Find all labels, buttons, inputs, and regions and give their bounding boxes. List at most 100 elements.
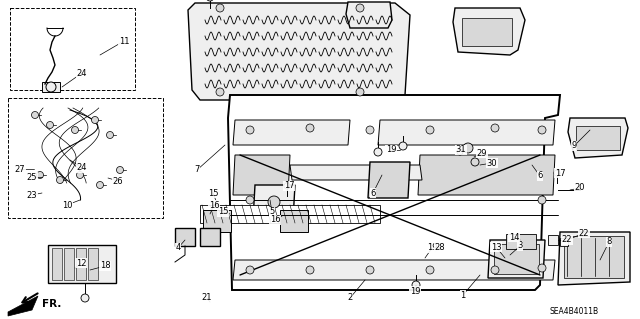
Circle shape [491,124,499,132]
Text: 26: 26 [113,176,124,186]
Circle shape [306,266,314,274]
Circle shape [46,82,56,92]
Circle shape [538,264,546,272]
Text: 12: 12 [76,258,86,268]
Text: 1: 1 [460,291,466,300]
Bar [48,245,116,283]
Circle shape [374,148,382,156]
Text: 19: 19 [410,286,420,295]
Circle shape [366,126,374,134]
Polygon shape [253,185,295,220]
Text: 17: 17 [555,168,565,177]
Polygon shape [233,120,350,145]
Bar [576,126,620,150]
Circle shape [356,88,364,96]
Text: 9: 9 [572,142,577,151]
Text: 24: 24 [77,164,87,173]
Circle shape [412,281,420,289]
Bar [548,235,558,245]
Circle shape [56,176,63,183]
Bar [203,210,231,232]
Text: 7: 7 [195,166,200,174]
Circle shape [106,131,113,138]
Polygon shape [346,2,392,28]
Text: 24: 24 [77,69,87,78]
Circle shape [246,266,254,274]
Circle shape [426,126,434,134]
Bar [8,98,163,218]
Bar [506,234,536,249]
Polygon shape [558,232,630,285]
Bar [280,210,308,232]
Circle shape [471,158,479,166]
Text: 11: 11 [119,36,129,46]
Circle shape [538,126,546,134]
Bar [564,236,624,278]
Polygon shape [453,8,525,55]
Text: 30: 30 [486,159,497,167]
Polygon shape [568,118,628,158]
Text: FR.: FR. [42,299,61,309]
Circle shape [366,266,374,274]
Text: 27: 27 [15,165,26,174]
Text: 28: 28 [435,243,445,253]
Bar [88,248,98,280]
Text: 14: 14 [509,233,519,241]
Bar [200,228,220,246]
Bar [42,82,60,92]
Text: 3: 3 [517,241,523,250]
Text: 22: 22 [562,235,572,244]
Text: 13: 13 [491,242,501,251]
Bar [64,248,74,280]
Bar [76,248,86,280]
Text: 16: 16 [269,216,280,225]
Bar [200,205,380,223]
Text: 22: 22 [579,228,589,238]
Polygon shape [290,165,422,180]
Circle shape [246,126,254,134]
Circle shape [463,143,473,153]
Circle shape [31,112,38,118]
Circle shape [268,196,280,208]
Text: 2: 2 [348,293,353,302]
Polygon shape [8,296,38,316]
Circle shape [72,127,79,133]
Text: 18: 18 [100,262,110,271]
Circle shape [457,149,463,155]
Circle shape [47,122,54,129]
Circle shape [356,4,364,12]
Circle shape [246,196,254,204]
Circle shape [491,266,499,274]
Text: 15: 15 [208,189,218,197]
Polygon shape [418,155,555,195]
Text: 4: 4 [175,243,180,253]
Text: 21: 21 [202,293,212,302]
Text: 19: 19 [386,145,396,154]
Bar [175,228,195,246]
Text: 5: 5 [269,207,275,217]
Text: 17: 17 [284,182,294,190]
Polygon shape [233,155,290,195]
Polygon shape [488,240,545,278]
Circle shape [97,182,104,189]
Text: 23: 23 [27,190,37,199]
Circle shape [216,4,224,12]
Bar [10,8,135,90]
Polygon shape [233,260,555,280]
Circle shape [554,170,560,176]
Text: SEA4B4011B: SEA4B4011B [549,308,598,316]
Circle shape [216,88,224,96]
Circle shape [206,0,214,1]
Circle shape [538,196,546,204]
Circle shape [306,124,314,132]
Circle shape [284,183,290,189]
Circle shape [81,294,89,302]
Text: 8: 8 [606,238,612,247]
Circle shape [36,172,44,179]
Text: 19: 19 [427,243,437,253]
Bar [462,18,512,46]
Circle shape [426,266,434,274]
Bar [494,244,539,274]
Polygon shape [228,95,560,290]
Polygon shape [368,162,410,198]
